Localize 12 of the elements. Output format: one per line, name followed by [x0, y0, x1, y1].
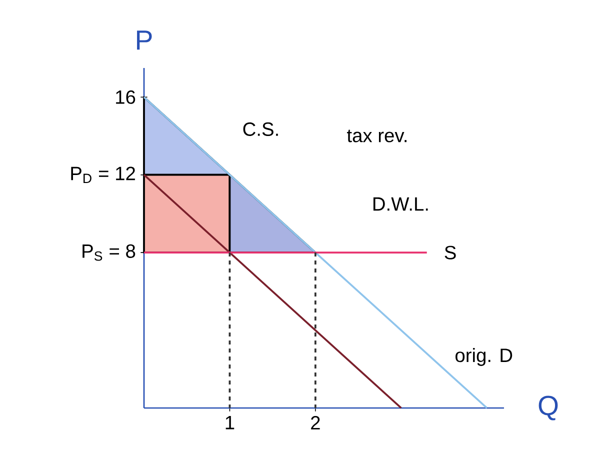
y-axis-title: P — [137, 30, 152, 50]
annotation: S — [444, 246, 456, 260]
y-tick-label: 16 — [116, 90, 136, 104]
x-tick-label: 2 — [311, 416, 320, 430]
x-tick-label: 1 — [226, 416, 234, 430]
x-axis-title: Q — [538, 396, 558, 420]
y-tick-label: P$_{D}$ = 12 — [71, 166, 135, 183]
annotation: tax rev. — [347, 130, 406, 142]
annotation: D.W.L. — [373, 197, 428, 211]
y-tick-label: P$_{S}$ = 8 — [82, 244, 136, 261]
annotation: orig. D — [456, 348, 512, 366]
annotation: C.S. — [243, 122, 278, 136]
